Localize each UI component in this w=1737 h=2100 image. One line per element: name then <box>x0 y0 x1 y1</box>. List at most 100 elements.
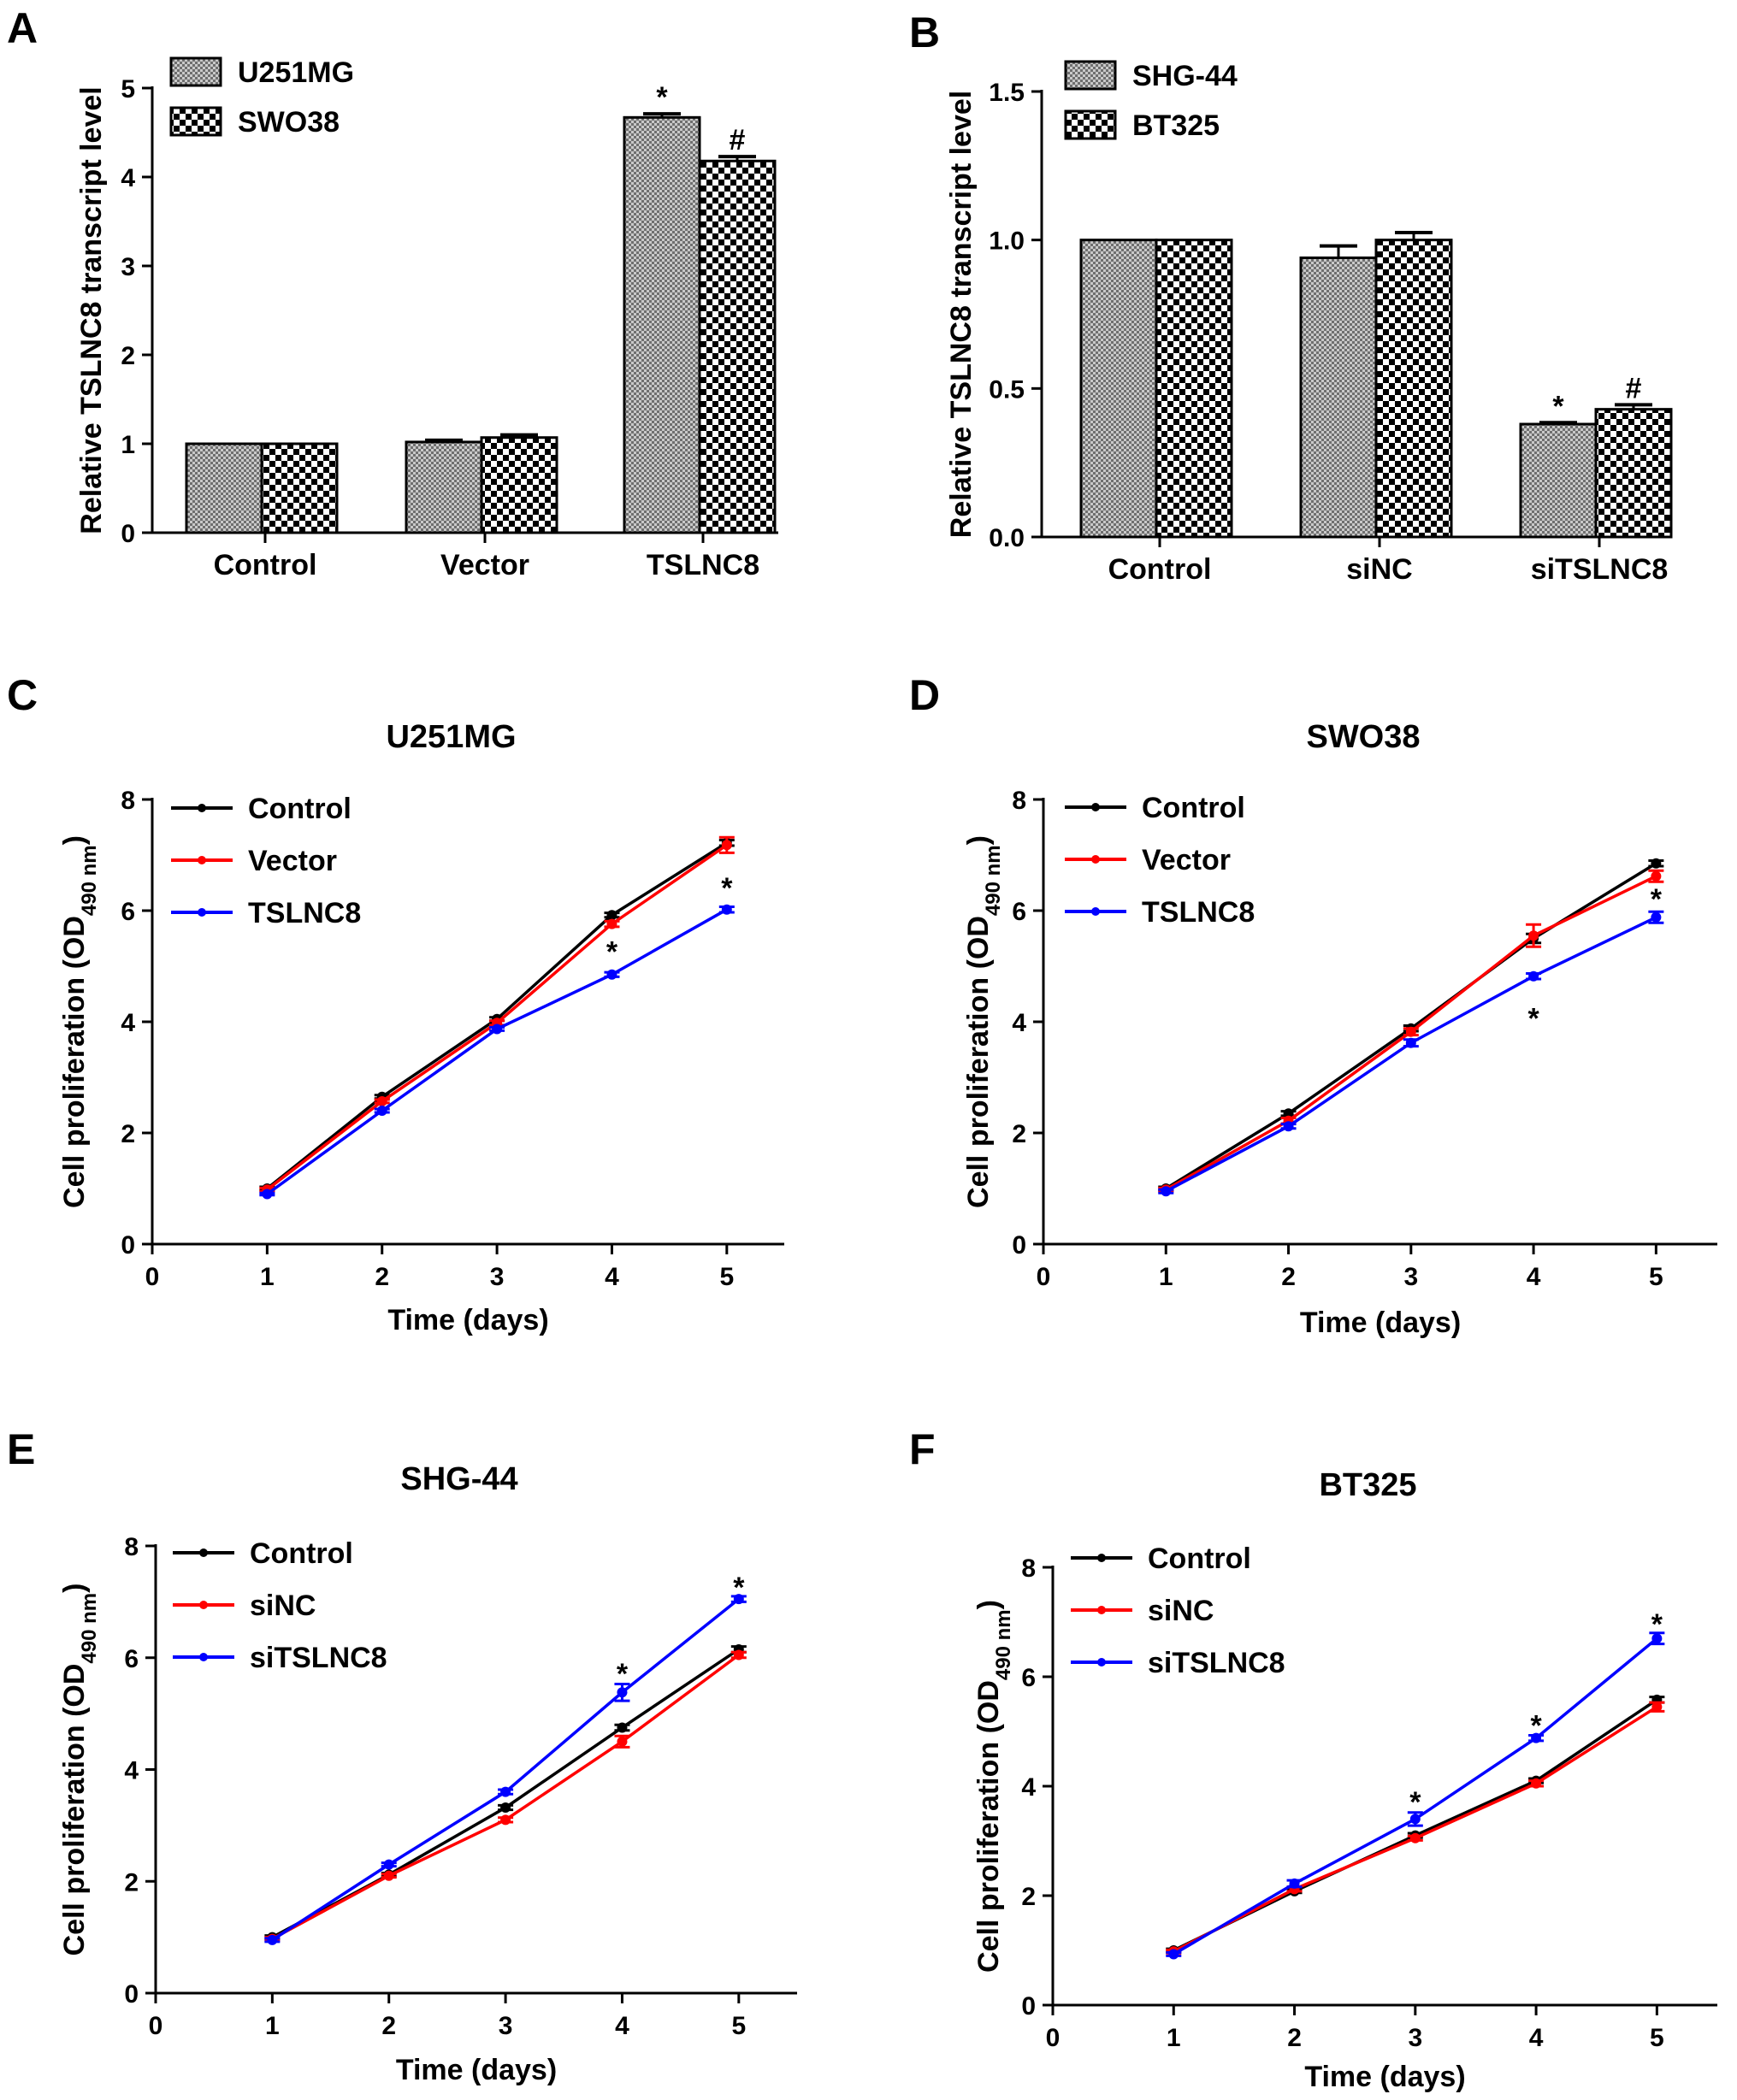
series-line-tslnc8 <box>266 908 728 1195</box>
x-tick-label: 1 <box>1159 1263 1173 1291</box>
legend-swatch-swo38 <box>169 106 222 137</box>
legend-label-bt325: BT325 <box>1132 109 1220 142</box>
y-axis-label-main: Cell proliferation (OD <box>962 916 995 1208</box>
data-point-tslnc8 <box>376 1106 387 1116</box>
bar-swo38-vector <box>480 436 558 534</box>
legend-marker-control <box>1097 1554 1106 1562</box>
legend-marker-sinc <box>1097 1606 1106 1614</box>
x-tick-label: 5 <box>719 1263 734 1291</box>
data-point-sitslnc8 <box>1409 1814 1421 1825</box>
x-tick-label: 0 <box>149 2012 163 2040</box>
data-point-tslnc8 <box>492 1023 503 1035</box>
x-tick-label: 5 <box>1649 1263 1663 1291</box>
legend-swatch-u251mg <box>169 56 222 87</box>
y-axis-label-end: ) <box>962 835 995 845</box>
panel-f: F 0 2 4 6 8 BT325 Cell proliferation (OD490 nm)… <box>909 1425 1717 2093</box>
y-tick-label: 0.5 <box>989 375 1025 404</box>
panel-d: D 0 2 4 6 8 SWO38 Cell proliferation (OD490 nm)… <box>909 671 1717 1339</box>
data-point-tslnc8 <box>1528 970 1539 982</box>
significance-marker: * <box>1651 883 1663 916</box>
x-tick-label: 0 <box>1037 1263 1051 1291</box>
y-tick-label: 8 <box>124 1533 139 1561</box>
x-axis-label: Time (days) <box>387 1304 548 1336</box>
significance-marker: * <box>1530 1709 1542 1742</box>
x-tick-label: 3 <box>1403 1263 1418 1291</box>
data-point-sitslnc8 <box>383 1859 394 1870</box>
bar-u251mg-vector <box>405 440 483 534</box>
y-tick-label: 4 <box>121 1009 135 1037</box>
x-tick-label: 1 <box>265 2012 280 2040</box>
x-tick-label: 2 <box>1281 1263 1296 1291</box>
y-axis-label: Cell proliferation (OD490 nm) <box>58 1584 101 1956</box>
panel-letter: C <box>7 671 38 719</box>
legend-label-sinc: siNC <box>1148 1595 1214 1627</box>
data-point-sinc <box>1409 1832 1421 1843</box>
y-tick-label: 8 <box>1021 1554 1036 1583</box>
legend-swatch-shg-44 <box>1064 60 1117 91</box>
data-point-tslnc8 <box>606 969 617 980</box>
significance-marker: * <box>1409 1786 1421 1819</box>
y-tick-label: 2 <box>1012 1120 1026 1148</box>
x-category-label: siTSLNC8 <box>1531 553 1669 586</box>
bar-u251mg-tslnc8 <box>623 115 701 534</box>
chart-title: SHG-44 <box>400 1461 517 1497</box>
panel-e: E 0 2 4 6 8 SHG-44 Cell proliferation (OD490 nm… <box>7 1425 797 2086</box>
y-tick-label: 5 <box>121 75 135 103</box>
data-point-vector <box>376 1095 387 1106</box>
legend-marker-vector <box>1091 855 1100 864</box>
data-point-sitslnc8 <box>733 1594 744 1605</box>
data-point-vector <box>1651 870 1662 882</box>
legend-marker-tslnc8 <box>1091 907 1100 916</box>
data-point-sinc <box>383 1870 394 1881</box>
x-tick-label: 4 <box>615 2012 629 2040</box>
legend-label-sitslnc8: siTSLNC8 <box>250 1642 387 1674</box>
y-axis-label: Cell proliferation (OD490 nm) <box>58 835 101 1208</box>
legend-label-vector: Vector <box>248 845 337 877</box>
y-tick-label: 6 <box>121 898 135 926</box>
data-point-sitslnc8 <box>1651 1633 1663 1644</box>
legend-label-control: Control <box>1148 1543 1251 1575</box>
legend-swatch-bt325 <box>1064 109 1117 140</box>
data-point-sinc <box>1651 1702 1663 1713</box>
y-tick-label: 0 <box>1021 1992 1036 2020</box>
significance-marker: # <box>1626 372 1642 404</box>
legend-marker-control <box>1091 803 1100 811</box>
y-tick-label: 3 <box>121 253 135 281</box>
x-category-label: Control <box>214 549 317 581</box>
x-tick-label: 4 <box>1529 2024 1544 2052</box>
data-point-sitslnc8 <box>500 1786 511 1797</box>
data-point-tslnc8 <box>1651 911 1662 923</box>
y-tick-label: 1.0 <box>989 227 1025 256</box>
data-point-sitslnc8 <box>1168 1949 1179 1960</box>
significance-marker: * <box>721 872 733 905</box>
legend-label-control: Control <box>248 793 352 825</box>
y-axis-label: Relative TSLNC8 transcript level <box>945 91 978 538</box>
data-point-tslnc8 <box>1405 1037 1416 1048</box>
data-point-sitslnc8 <box>267 1934 278 1945</box>
chart-title: U251MG <box>386 719 516 755</box>
y-axis-label: Cell proliferation (OD490 nm) <box>972 1600 1015 1973</box>
x-category-label: TSLNC8 <box>647 549 759 581</box>
legend-label-swo38: SWO38 <box>238 106 340 139</box>
significance-marker: * <box>656 81 668 114</box>
y-axis-label: Cell proliferation (OD490 nm) <box>962 835 1005 1208</box>
data-point-vector <box>606 918 617 929</box>
x-axis-label: Time (days) <box>1304 2061 1465 2093</box>
data-point-tslnc8 <box>1161 1186 1172 1197</box>
legend-marker-tslnc8 <box>198 908 206 917</box>
significance-marker: * <box>733 1572 745 1604</box>
y-tick-label: 6 <box>124 1645 139 1673</box>
y-tick-label: 8 <box>1012 787 1026 815</box>
y-tick-label: 1 <box>121 431 135 459</box>
series-line-tslnc8 <box>1165 916 1657 1193</box>
x-category-label: Vector <box>440 549 529 581</box>
x-tick-label: 0 <box>1046 2024 1061 2052</box>
legend-label-shg-44: SHG-44 <box>1132 60 1238 92</box>
y-axis-label-subscript: 490 nm <box>992 1609 1015 1680</box>
significance-marker: * <box>606 936 618 969</box>
legend-marker-control <box>198 804 206 812</box>
bar-swo38-tslnc8 <box>698 159 777 534</box>
y-tick-label: 1.5 <box>989 79 1025 107</box>
significance-marker: * <box>617 1658 629 1690</box>
data-point-vector <box>721 840 732 851</box>
